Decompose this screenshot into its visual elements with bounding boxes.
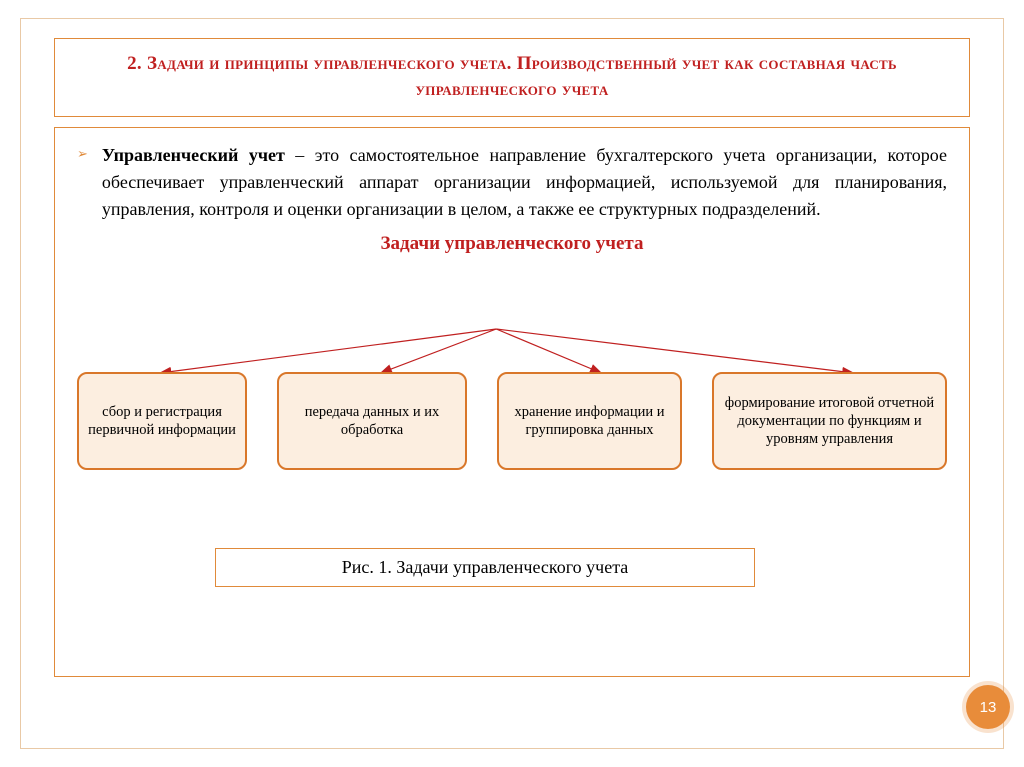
slide-content: 2. Задачи и принципы управленческого уче… <box>28 26 996 741</box>
definition-text: Управленческий учет – это самостоятельно… <box>102 142 947 223</box>
task-box-2: передача данных и их обработка <box>277 372 467 470</box>
title-box: 2. Задачи и принципы управленческого уче… <box>54 38 970 117</box>
body-box: ➢ Управленческий учет – это самостоятель… <box>54 127 970 677</box>
subheading: Задачи управленческого учета <box>77 233 947 255</box>
figure-caption: Рис. 1. Задачи управленческого учета <box>215 548 755 587</box>
bullet-icon: ➢ <box>77 146 88 223</box>
tasks-row: сбор и регистрация первичной информации … <box>77 372 947 470</box>
slide-title: 2. Задачи и принципы управленческого уче… <box>75 51 949 102</box>
definition-term: Управленческий учет <box>102 145 285 165</box>
arrows-diagram <box>55 323 969 378</box>
task-box-3: хранение информации и группировка данных <box>497 372 682 470</box>
definition-row: ➢ Управленческий учет – это самостоятель… <box>77 142 947 223</box>
task-box-4: формирование итоговой отчетной документа… <box>712 372 947 470</box>
task-box-1: сбор и регистрация первичной информации <box>77 372 247 470</box>
page-number-badge: 13 <box>966 685 1010 729</box>
